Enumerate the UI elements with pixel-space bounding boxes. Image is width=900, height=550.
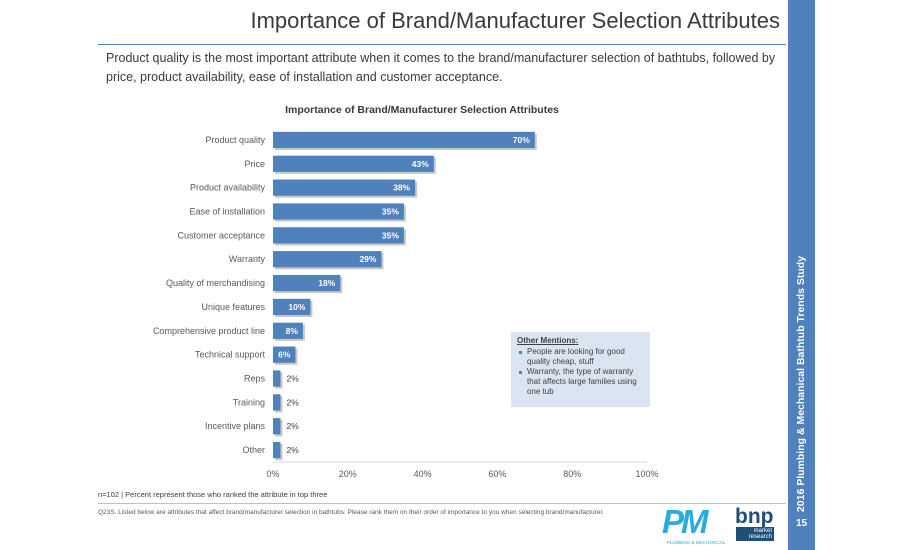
x-tick-label: 80% [563,469,581,479]
x-tick-label: 0% [266,469,279,479]
bar [273,322,303,339]
value-labels: 70% 43% 38% 35% 35% 29% 18% 10% 8% 6% 2% 2% 2% 2% [278,135,530,455]
bar [273,155,434,172]
category-label: Comprehensive product line [153,326,265,336]
value-label: 18% [318,278,335,288]
value-label: 35% [382,207,399,217]
bar [273,441,281,459]
category-label: Other [242,445,265,455]
page-subtitle: Product quality is the most important at… [106,51,776,84]
x-tick-label: 40% [414,469,432,479]
bar [273,251,382,268]
value-label: 2% [286,445,299,455]
category-label: Incentive plans [205,421,266,431]
category-label: Product quality [205,135,265,145]
bar [273,370,281,387]
pm-logo-subtitle: PLUMBING & MECHANICAL [666,540,726,545]
page-title: Importance of Brand/Manufacturer Selecti… [250,8,780,33]
bnp-logo: bnp [735,505,774,528]
value-label: 10% [288,302,305,312]
category-label: Price [244,159,265,169]
bar [273,346,296,363]
bar [273,418,281,435]
value-label: 35% [382,230,399,240]
bar [273,274,341,292]
category-label: Technical support [195,350,266,360]
pm-logo: PM [662,503,708,540]
callout-item: People are looking for good quality chea… [517,347,644,367]
bnp-logo-subtitle: market research [736,527,774,541]
value-label: 70% [513,135,530,145]
bar [273,203,404,220]
category-label: Reps [244,374,266,384]
x-tick-label: 100% [635,469,658,479]
chart-title: Importance of Brand/Manufacturer Selecti… [285,104,559,116]
bar [273,227,404,244]
sidebar-band [788,0,815,550]
title-divider [98,44,786,45]
category-label: Training [233,397,265,407]
callout-item: Warranty, the type of warranty that affe… [517,367,644,397]
study-label: 2016 Plumbing & Mechanical Bathtub Trend… [795,255,807,513]
value-label: 38% [393,183,410,193]
value-label: 8% [286,326,299,336]
category-label: Warranty [229,254,266,264]
value-label: 2% [286,421,299,431]
x-tick-labels: 0% 20% 40% 60% 80% 100% [266,469,658,479]
value-label: 43% [412,159,429,169]
category-label: Ease of installation [189,207,265,217]
sample-note: n=102 | Percent represent those who rank… [98,490,328,499]
bar [273,298,311,316]
bars-group [273,131,537,461]
value-label: 6% [278,350,291,360]
callout-list: People are looking for good quality chea… [517,347,644,397]
value-label: 29% [359,254,376,264]
callout-title: Other Mentions: [517,336,579,345]
value-label: 2% [286,397,299,407]
category-label: Customer acceptance [177,230,265,240]
page-number: 15 [795,518,808,529]
category-label: Quality of merchandising [166,278,265,288]
survey-question: Q23S. Listed below are attributes that a… [98,509,605,516]
other-mentions-callout: Other Mentions: People are looking for g… [511,332,650,407]
bar [273,179,416,196]
x-tick-label: 20% [339,469,357,479]
x-tick-label: 60% [488,469,506,479]
category-label: Product availability [190,183,266,193]
value-label: 2% [286,374,299,384]
bar [273,131,535,149]
category-label: Unique features [201,302,265,312]
bar [273,394,281,411]
footer-divider [98,503,786,504]
category-labels: Product quality Price Product availability… [153,135,266,455]
